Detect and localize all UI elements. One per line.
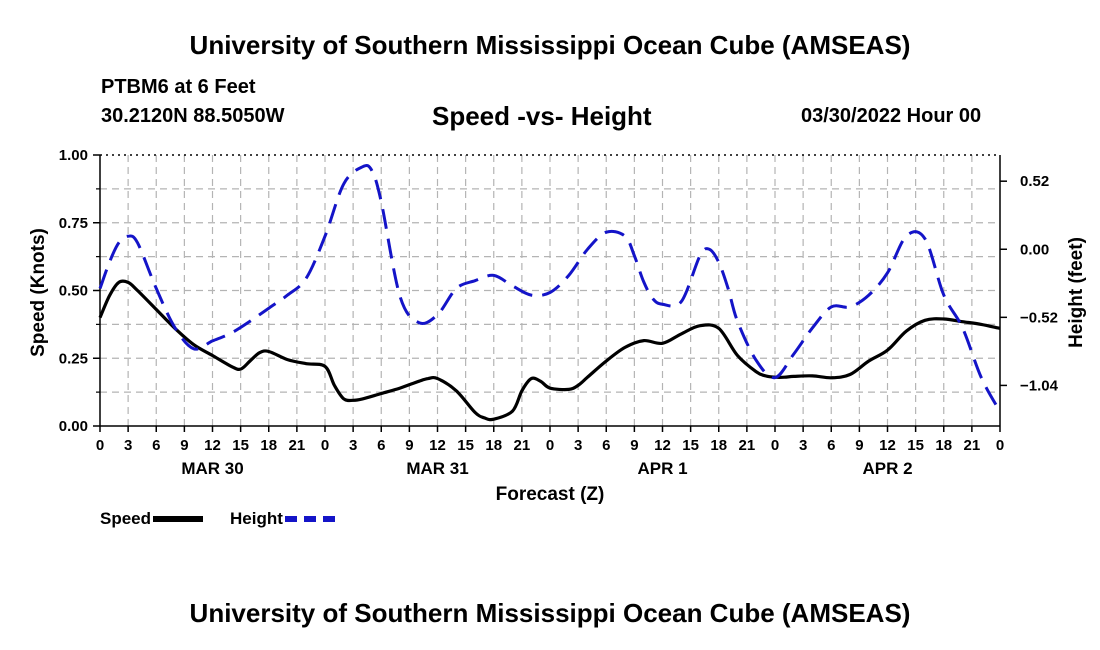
x-tick-label: 6: [602, 437, 610, 454]
station-coordinates: 30.2120N 88.5050W: [101, 105, 285, 127]
y2-tick-label: 0.00: [1020, 241, 1049, 258]
x-tick-label: 15: [907, 437, 924, 454]
x-tick-label: 12: [429, 437, 446, 454]
x-tick-label: 15: [457, 437, 474, 454]
chart-title: Speed -vs- Height: [432, 101, 652, 131]
x-tick-label: 6: [377, 437, 385, 454]
date-label: MAR 30: [181, 459, 243, 478]
x-tick-label: 18: [710, 437, 727, 454]
x-tick-label: 18: [485, 437, 502, 454]
x-tick-label: 9: [405, 437, 413, 454]
y-tick-label: 0.25: [59, 350, 88, 367]
x-tick-label: 3: [574, 437, 582, 454]
x-axis-title: Forecast (Z): [496, 484, 605, 505]
station-name: PTBM6 at 6 Feet: [101, 76, 256, 98]
legend-swatch-speed: [153, 516, 204, 522]
x-tick-label: 0: [546, 437, 554, 454]
x-tick-label: 21: [964, 437, 981, 454]
y-tick-label: 1.00: [59, 147, 88, 164]
x-tick-label: 9: [180, 437, 188, 454]
legend-label-height: Height: [230, 509, 283, 528]
legend-label-speed: Speed: [100, 509, 152, 528]
y2-tick-label: −0.52: [1020, 309, 1058, 326]
legend-item-speed: Speed: [100, 509, 204, 529]
series-line-speed: [98, 279, 1001, 422]
x-tick-label: 18: [260, 437, 277, 454]
forecast-date: 03/30/2022 Hour 00: [801, 105, 982, 127]
x-tick-label: 18: [935, 437, 952, 454]
x-tick-label: 15: [232, 437, 249, 454]
date-label: APR 1: [637, 459, 687, 478]
x-tick-label: 12: [204, 437, 221, 454]
series-line-height: [98, 164, 1002, 413]
legend-swatch-height: [284, 516, 335, 522]
date-label: APR 2: [862, 459, 912, 478]
x-tick-label: 0: [771, 437, 779, 454]
x-tick-label: 15: [682, 437, 699, 454]
date-label: MAR 31: [406, 459, 468, 478]
x-tick-label: 0: [996, 437, 1004, 454]
x-tick-label: 12: [879, 437, 896, 454]
x-tick-label: 12: [654, 437, 671, 454]
x-tick-label: 6: [827, 437, 835, 454]
x-tick-label: 9: [855, 437, 863, 454]
x-tick-label: 0: [96, 437, 104, 454]
y-tick-label: 0.00: [59, 418, 88, 435]
x-tick-label: 3: [124, 437, 132, 454]
legend-item-height: Height: [230, 509, 335, 529]
x-tick-label: 6: [152, 437, 160, 454]
x-tick-label: 21: [514, 437, 531, 454]
y-tick-label: 0.75: [59, 215, 88, 232]
footer-title: University of Southern Mississippi Ocean…: [189, 598, 911, 628]
y2-tick-label: −1.04: [1020, 377, 1059, 394]
y2-axis-title: Height (feet): [1066, 237, 1087, 348]
x-tick-label: 3: [349, 437, 357, 454]
y2-tick-label: 0.52: [1020, 173, 1049, 190]
x-tick-label: 0: [321, 437, 329, 454]
main-title: University of Southern Mississippi Ocean…: [189, 30, 911, 60]
y-axis-title: Speed (Knots): [28, 228, 49, 357]
x-tick-label: 9: [630, 437, 638, 454]
x-tick-label: 3: [799, 437, 807, 454]
x-tick-label: 21: [739, 437, 756, 454]
y-tick-label: 0.50: [59, 283, 88, 300]
x-tick-label: 21: [289, 437, 306, 454]
